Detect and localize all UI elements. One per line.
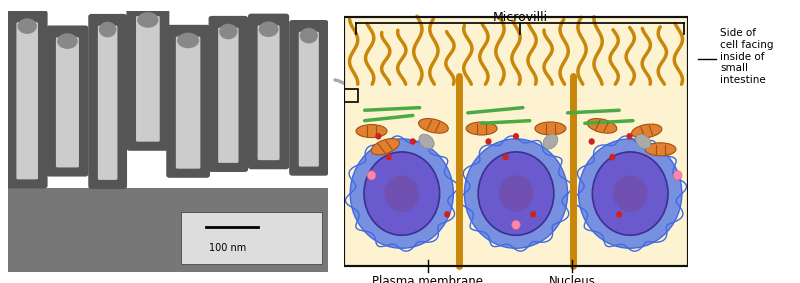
Ellipse shape: [300, 28, 318, 43]
Ellipse shape: [578, 139, 682, 248]
FancyBboxPatch shape: [289, 20, 329, 176]
Ellipse shape: [364, 152, 440, 235]
Ellipse shape: [57, 33, 78, 49]
Ellipse shape: [464, 139, 568, 248]
Ellipse shape: [513, 133, 519, 140]
FancyBboxPatch shape: [258, 25, 279, 160]
Ellipse shape: [645, 143, 676, 156]
Ellipse shape: [18, 18, 37, 34]
Ellipse shape: [632, 124, 662, 138]
Ellipse shape: [371, 139, 399, 155]
Ellipse shape: [350, 139, 454, 248]
Ellipse shape: [592, 152, 668, 235]
Ellipse shape: [502, 154, 509, 160]
Ellipse shape: [478, 152, 554, 235]
Ellipse shape: [418, 119, 448, 133]
FancyBboxPatch shape: [166, 25, 210, 178]
Ellipse shape: [512, 220, 520, 229]
Ellipse shape: [138, 12, 158, 28]
FancyBboxPatch shape: [56, 37, 79, 168]
Ellipse shape: [466, 122, 497, 135]
Ellipse shape: [410, 138, 416, 145]
FancyBboxPatch shape: [46, 25, 89, 177]
Bar: [8, 188, 328, 272]
Ellipse shape: [674, 171, 682, 180]
Ellipse shape: [587, 119, 617, 133]
FancyBboxPatch shape: [136, 16, 160, 142]
Ellipse shape: [258, 22, 278, 37]
Ellipse shape: [219, 24, 238, 39]
Text: Nucleus: Nucleus: [549, 275, 595, 283]
FancyBboxPatch shape: [98, 25, 118, 180]
FancyBboxPatch shape: [126, 4, 170, 151]
Ellipse shape: [535, 122, 566, 135]
Ellipse shape: [610, 154, 615, 160]
Ellipse shape: [543, 134, 558, 149]
Ellipse shape: [636, 134, 651, 149]
Ellipse shape: [385, 175, 419, 212]
FancyArrowPatch shape: [334, 80, 364, 105]
FancyBboxPatch shape: [209, 16, 248, 172]
Ellipse shape: [616, 211, 622, 218]
Ellipse shape: [499, 175, 534, 212]
FancyBboxPatch shape: [248, 14, 289, 169]
Ellipse shape: [367, 171, 376, 180]
Ellipse shape: [99, 22, 117, 37]
FancyBboxPatch shape: [7, 10, 47, 188]
FancyBboxPatch shape: [17, 22, 38, 179]
FancyBboxPatch shape: [88, 14, 127, 189]
Ellipse shape: [375, 133, 382, 140]
Text: 100 nm: 100 nm: [209, 243, 246, 253]
Ellipse shape: [613, 175, 647, 212]
FancyBboxPatch shape: [176, 37, 200, 169]
Bar: [344, 89, 358, 102]
Ellipse shape: [626, 133, 633, 140]
Text: Plasma membrane: Plasma membrane: [373, 275, 483, 283]
Ellipse shape: [486, 138, 491, 145]
Ellipse shape: [177, 33, 199, 48]
Text: Side of
cell facing
inside of
small
intestine: Side of cell facing inside of small inte…: [720, 28, 774, 85]
Ellipse shape: [530, 211, 536, 218]
FancyBboxPatch shape: [181, 212, 322, 264]
Ellipse shape: [444, 211, 450, 218]
FancyBboxPatch shape: [218, 28, 238, 163]
Ellipse shape: [356, 125, 387, 138]
Text: Microvilli: Microvilli: [493, 11, 547, 24]
Ellipse shape: [386, 154, 392, 160]
FancyBboxPatch shape: [298, 32, 319, 167]
Ellipse shape: [419, 134, 434, 149]
Ellipse shape: [589, 138, 594, 145]
